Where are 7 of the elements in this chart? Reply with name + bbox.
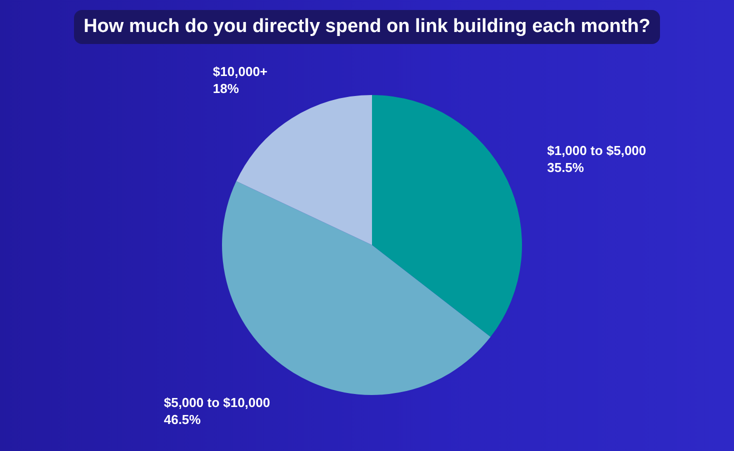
slice-label: $1,000 to $5,000 [547,142,646,158]
slice-label: $10,000+ [212,64,268,79]
chart-title: How much do you directly spend on link building each month? [74,10,660,44]
slice-label: $5,000 to $10,000 [164,394,270,410]
data-label: 46.5% [164,412,202,427]
data-label: 35.5% [547,160,584,175]
data-label: 18% [212,80,240,96]
